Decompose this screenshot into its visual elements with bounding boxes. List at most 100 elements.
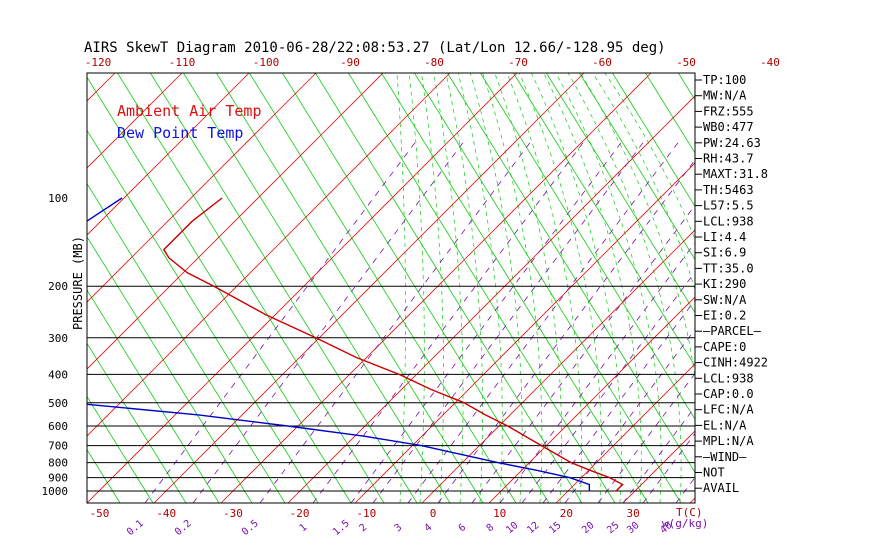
bottom-temp-tick-label: -30	[223, 507, 243, 520]
pressure-tick-label: 400	[48, 368, 68, 381]
mixing-ratio-tick-label: 30	[625, 520, 641, 536]
legend-dew-point-temp: Dew Point Temp	[117, 124, 243, 142]
pressure-tick-label: 300	[48, 332, 68, 345]
isotherm-line	[87, 73, 250, 236]
mixing-ratio-tick-label: 10	[504, 520, 520, 536]
mixing-ratio-line	[597, 372, 695, 503]
top-temp-tick-label: -110	[169, 56, 196, 69]
legend-ambient-air-temp: Ambient Air Temp	[117, 102, 262, 120]
mixing-ratio-line	[471, 204, 695, 503]
dry-adiabat-line	[381, 73, 649, 503]
mixing-ratio-line	[499, 242, 695, 503]
bottom-temp-tick-label: -40	[156, 507, 176, 520]
index-label: TT:35.0	[703, 261, 754, 275]
dry-adiabat-line	[87, 289, 220, 503]
mixing-ratio-tick-label: 4	[423, 522, 435, 534]
index-label: NOT	[703, 466, 725, 480]
mixing-ratio-tick-label: 0.1	[125, 518, 146, 538]
dry-adiabat-line	[579, 73, 695, 261]
moist-adiabat-line	[445, 73, 483, 503]
mixing-ratio-tick-label: 25	[605, 520, 621, 536]
isotherm-line	[87, 73, 317, 303]
pressure-tick-label: 800	[48, 457, 68, 470]
plot-frame	[86, 72, 696, 504]
isotherm-line	[0, 73, 48, 503]
dry-adiabat-line	[348, 73, 616, 503]
mixing-ratio-line	[437, 159, 695, 503]
moist-adiabat-line	[457, 73, 503, 503]
dry-adiabat-line	[87, 236, 253, 503]
moist-adiabat-line	[567, 73, 682, 503]
dry-adiabat-line	[183, 73, 451, 503]
moist-adiabat-line	[592, 73, 695, 292]
dry-adiabat-line	[744, 73, 870, 503]
bottom-temp-tick-label: 10	[493, 507, 506, 520]
isotherm-line	[220, 73, 652, 503]
index-label: L57:5.5	[703, 199, 754, 213]
dry-adiabat-line	[216, 73, 484, 503]
moist-adiabat-line	[543, 73, 642, 503]
index-label: SW:N/A	[703, 293, 747, 307]
dry-adiabat-line	[414, 73, 682, 503]
mixing-ratio-line	[350, 139, 624, 503]
dry-adiabat-line	[87, 342, 187, 503]
dry-adiabat-line	[0, 73, 21, 503]
index-label: RH:43.7	[703, 152, 754, 166]
index-label: SI:6.9	[703, 246, 746, 260]
index-label: —PARCEL—	[703, 324, 762, 338]
isotherm-line	[555, 363, 695, 503]
top-temp-tick-label: -50	[676, 56, 696, 69]
dry-adiabat-line	[315, 73, 583, 503]
pressure-tick-label: 500	[48, 397, 68, 410]
mixing-ratio-line	[542, 299, 695, 503]
mixing-ratio-line	[144, 139, 418, 503]
pressure-tick-label: 700	[48, 440, 68, 453]
dry-adiabat-line	[777, 73, 870, 503]
dry-adiabat-line	[87, 182, 286, 503]
mixing-ratio-tick-label: 2	[358, 522, 370, 534]
moist-adiabat-line	[482, 73, 543, 503]
dry-adiabat-line	[645, 73, 695, 154]
top-temp-tick-label: -120	[85, 56, 112, 69]
dry-adiabat-line	[282, 73, 550, 503]
index-label: MPL:N/A	[703, 434, 754, 448]
index-label: AVAIL	[703, 481, 739, 495]
index-label: TP:100	[703, 73, 746, 87]
pressure-tick-label: 100	[48, 192, 68, 205]
index-label: LI:4.4	[703, 230, 746, 244]
dry-adiabat-line	[612, 73, 695, 207]
mixing-ratio-line	[192, 139, 466, 503]
pressure-tick-label: 200	[48, 280, 68, 293]
bottom-temp-tick-label: 0	[430, 507, 437, 520]
index-label: MW:N/A	[703, 89, 747, 103]
top-temp-tick-label: -40	[760, 56, 780, 69]
dry-adiabat-line	[87, 129, 319, 503]
top-temp-tick-label: -80	[424, 56, 444, 69]
mixing-ratio-tick-label: 12	[525, 520, 541, 536]
isotherm-line	[757, 73, 870, 503]
mixing-ratio-tick-label: 0.5	[240, 518, 261, 538]
index-label: FRZ:555	[703, 104, 754, 118]
mixing-ratio-tick-label: 8	[485, 522, 497, 534]
bottom-temp-tick-label: 20	[560, 507, 573, 520]
dry-adiabat-line	[0, 73, 54, 503]
moist-adiabat-line	[396, 73, 406, 503]
index-label: LCL:938	[703, 214, 754, 228]
mixing-ratio-tick-label: 3	[393, 522, 405, 534]
mixing-ratio-line	[622, 406, 695, 503]
moist-adiabat-line	[494, 73, 563, 503]
mixing-ratio-tick-label: 1.5	[331, 518, 352, 538]
isotherm-line	[824, 73, 870, 503]
isotherm-line	[87, 73, 183, 169]
isotherm-line	[87, 73, 384, 370]
index-label: EI:0.2	[703, 309, 746, 323]
index-label: MAXT:31.8	[703, 167, 768, 181]
x-axis-unit-label: T(C)	[676, 506, 703, 519]
pressure-tick-label: 900	[48, 472, 68, 485]
moist-adiabat-line	[421, 73, 444, 503]
bottom-temp-tick-label: -20	[290, 507, 310, 520]
mixing-ratio-line	[642, 432, 695, 503]
temperature-curve	[162, 197, 624, 492]
pressure-tick-label: 600	[48, 420, 68, 433]
